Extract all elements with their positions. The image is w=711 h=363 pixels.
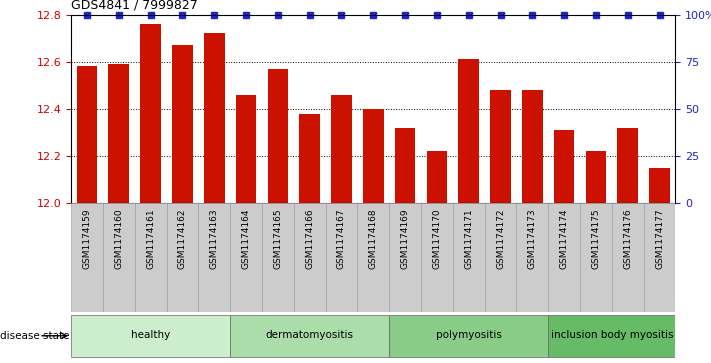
Bar <box>363 109 384 203</box>
Bar <box>490 90 510 203</box>
Bar <box>71 203 103 312</box>
Bar <box>77 66 97 203</box>
Bar <box>236 95 257 203</box>
Bar <box>389 314 548 357</box>
Bar <box>395 128 415 203</box>
Text: GSM1174172: GSM1174172 <box>496 209 505 269</box>
Bar <box>358 203 389 312</box>
Bar <box>421 203 453 312</box>
Text: GSM1174168: GSM1174168 <box>369 209 378 269</box>
Bar <box>485 203 516 312</box>
Text: GSM1174162: GSM1174162 <box>178 209 187 269</box>
Text: GSM1174160: GSM1174160 <box>114 209 123 269</box>
Bar <box>516 203 548 312</box>
Bar <box>586 151 606 203</box>
Text: GSM1174166: GSM1174166 <box>305 209 314 269</box>
Bar <box>522 90 542 203</box>
Bar <box>267 69 288 203</box>
Bar <box>71 314 230 357</box>
Bar <box>612 203 643 312</box>
Text: GSM1174174: GSM1174174 <box>560 209 569 269</box>
Text: GSM1174176: GSM1174176 <box>624 209 632 269</box>
Bar <box>198 203 230 312</box>
Bar <box>453 203 485 312</box>
Bar <box>103 203 134 312</box>
Bar <box>643 203 675 312</box>
Text: GSM1174159: GSM1174159 <box>82 209 92 269</box>
Bar <box>172 45 193 203</box>
Text: GSM1174169: GSM1174169 <box>400 209 410 269</box>
Text: dermatomyositis: dermatomyositis <box>266 330 353 340</box>
Text: GSM1174175: GSM1174175 <box>592 209 600 269</box>
Text: inclusion body myositis: inclusion body myositis <box>550 330 673 340</box>
Bar <box>427 151 447 203</box>
Text: GSM1174163: GSM1174163 <box>210 209 219 269</box>
Text: GSM1174161: GSM1174161 <box>146 209 155 269</box>
Text: GSM1174173: GSM1174173 <box>528 209 537 269</box>
Bar <box>204 33 225 203</box>
Text: GSM1174165: GSM1174165 <box>273 209 282 269</box>
Bar <box>166 203 198 312</box>
Text: GSM1174170: GSM1174170 <box>432 209 442 269</box>
Bar <box>580 203 612 312</box>
Bar <box>548 314 675 357</box>
Bar <box>262 203 294 312</box>
Text: GSM1174171: GSM1174171 <box>464 209 474 269</box>
Bar <box>389 203 421 312</box>
Bar <box>617 128 638 203</box>
Bar <box>649 168 670 203</box>
Text: GSM1174177: GSM1174177 <box>655 209 664 269</box>
Bar <box>299 114 320 203</box>
Bar <box>140 24 161 203</box>
Bar <box>331 95 352 203</box>
Bar <box>548 203 580 312</box>
Text: healthy: healthy <box>131 330 170 340</box>
Bar <box>459 60 479 203</box>
Bar <box>230 314 389 357</box>
Text: GDS4841 / 7999827: GDS4841 / 7999827 <box>71 0 198 12</box>
Bar <box>230 203 262 312</box>
Text: disease state: disease state <box>0 331 70 341</box>
Text: GSM1174167: GSM1174167 <box>337 209 346 269</box>
Bar <box>326 203 358 312</box>
Text: polymyositis: polymyositis <box>436 330 502 340</box>
Bar <box>109 64 129 203</box>
Bar <box>134 203 166 312</box>
Bar <box>554 130 574 203</box>
Text: GSM1174164: GSM1174164 <box>242 209 250 269</box>
Bar <box>294 203 326 312</box>
